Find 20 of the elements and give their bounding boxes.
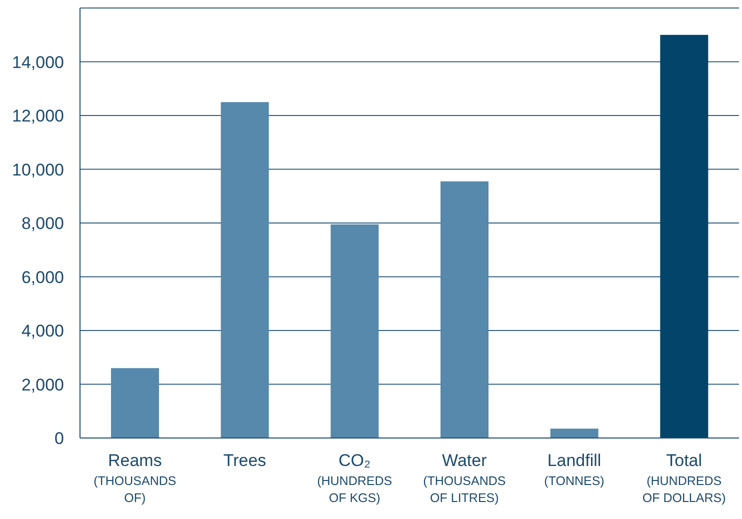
y-tick-label: 2,000 [21,375,64,394]
y-tick-label: 4,000 [21,322,64,341]
bar [111,368,159,438]
bar [660,34,708,438]
y-tick-label: 6,000 [21,268,64,287]
bar [440,181,488,438]
bar [550,428,598,438]
x-tick-label: Water (THOUSANDS OF LITRES) [423,451,506,505]
x-tick-label: CO₂ (HUNDREDS OF KGS) [317,451,392,505]
bar [220,102,269,438]
y-tick-label: 8,000 [21,214,64,234]
x-tick-label: Trees [223,451,266,470]
bar [330,224,379,438]
x-tick-label: Reams (THOUSANDS OF) [94,451,176,505]
x-tick-label: Landfill (TONNES) [544,451,604,488]
y-tick-label: 12,000 [12,106,64,126]
x-tick-label: Total (HUNDREDS OF DOLLARS) [642,451,726,505]
y-tick-label: 0 [54,429,64,448]
y-tick-label: 14,000 [12,52,64,72]
y-tick-label: 10,000 [12,160,64,180]
